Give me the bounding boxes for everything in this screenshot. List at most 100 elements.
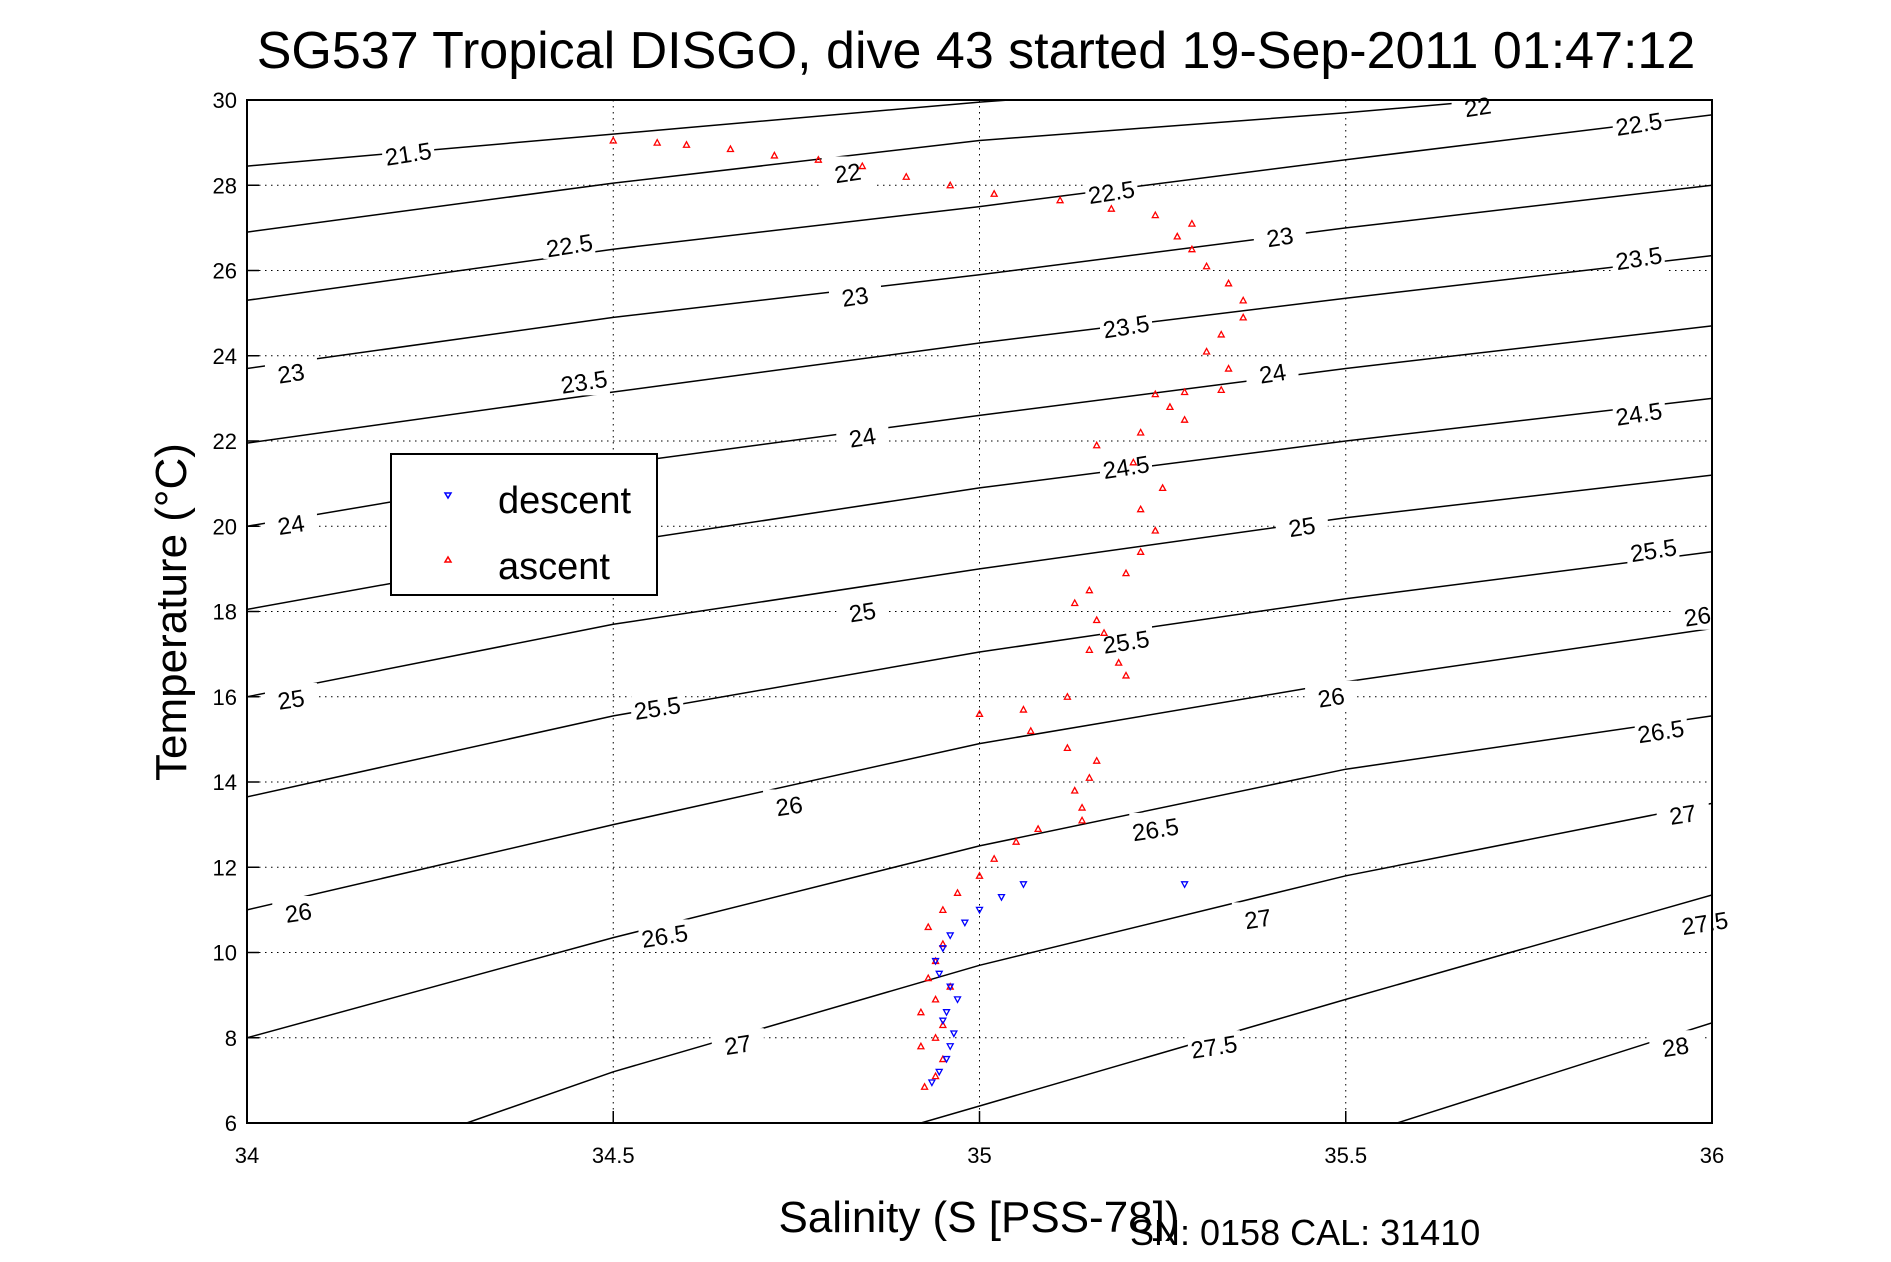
ascent-point: [1099, 628, 1109, 636]
contour-label: 24: [847, 423, 878, 454]
descent-point: [946, 1043, 955, 1051]
legend-box: [390, 453, 658, 596]
ascent-point: [1180, 415, 1189, 423]
ascent-point: [990, 854, 999, 862]
ascent-point: [1012, 837, 1021, 845]
ascent-point: [858, 161, 867, 170]
ascent-point: [1224, 278, 1233, 287]
contour-label: 28: [1660, 1032, 1691, 1063]
y-tick-label: 6: [225, 1111, 237, 1136]
y-tick-label: 14: [213, 770, 237, 795]
contour-label-bg: [828, 280, 881, 311]
contour-label-bg: [821, 156, 874, 187]
ascent-point: [931, 1033, 940, 1041]
contour-label-bg: [836, 420, 889, 451]
y-tick-label: 24: [213, 344, 237, 369]
ascent-point: [1224, 364, 1233, 372]
legend-ascent-label: ascent: [498, 546, 610, 588]
contour-label-bg: [272, 896, 325, 927]
grid-lines: [247, 99, 1713, 1123]
y-tick-label: 30: [213, 88, 237, 113]
ascent-point: [916, 1007, 925, 1016]
y-tick-label: 16: [213, 685, 237, 710]
ascent-point: [1085, 585, 1094, 594]
contour-label: 26: [1682, 602, 1713, 633]
contour-label-bg: [1275, 510, 1328, 541]
ascent-point: [1129, 457, 1138, 466]
ascent-point: [1063, 692, 1072, 700]
contour-label-bg: [1656, 797, 1709, 828]
contour-label: 24: [276, 510, 307, 541]
ascent-point: [990, 189, 999, 197]
x-axis-label: Salinity (S [PSS-78]): [778, 1193, 1179, 1242]
ascent-point: [1070, 598, 1079, 607]
ascent-point: [1180, 387, 1189, 396]
ascent-point: [1034, 824, 1043, 833]
ascent-point: [953, 888, 962, 896]
ascent-point: [1092, 615, 1101, 624]
data-points: [609, 136, 1248, 1090]
ascent-point: [924, 973, 933, 982]
ascent-point: [916, 1041, 925, 1050]
contour-label-bg: [1253, 220, 1306, 251]
ascent-point: [1092, 756, 1101, 764]
ascent-point: [1202, 261, 1211, 270]
x-tick-label: 35.5: [1324, 1143, 1367, 1168]
contour-label: 23: [276, 359, 307, 390]
ascent-point: [1114, 658, 1123, 666]
ascent-point: [938, 939, 947, 948]
ascent-point: [938, 1020, 947, 1029]
descent-point: [960, 919, 969, 928]
descent-point: [1019, 881, 1028, 889]
legend-ascent-marker: [443, 555, 453, 563]
contour-label: 25: [276, 685, 307, 716]
descent-point: [935, 970, 944, 979]
descent-point: [1180, 881, 1189, 889]
contour-line-27-5: [920, 894, 1712, 1123]
contour-label-bg: [1612, 397, 1665, 428]
contour-label-bg: [264, 508, 317, 539]
contour-label: 26: [774, 792, 805, 823]
contour-label-bg: [763, 789, 816, 820]
ascent-point: [1136, 547, 1145, 555]
contour-label: 23: [1265, 222, 1296, 253]
contour-label: 27: [1243, 904, 1274, 935]
contour-line-27: [466, 802, 1712, 1123]
contour-label-bg: [1187, 1030, 1240, 1061]
descent-point: [953, 996, 962, 1004]
contour-label-bg: [1100, 309, 1152, 340]
y-tick-label: 22: [213, 429, 237, 454]
ascent-point: [902, 172, 911, 180]
x-tick-label: 34: [235, 1143, 259, 1168]
contour-label: 23: [840, 282, 871, 313]
ascent-point: [682, 140, 691, 148]
ascent-point: [1239, 313, 1248, 321]
ascent-point: [1151, 389, 1160, 398]
ascent-point: [1077, 803, 1087, 811]
contour-label-bg: [1627, 533, 1680, 564]
contour-label-bg: [264, 682, 317, 713]
contour-label: 25: [847, 598, 878, 629]
contour-line-25: [247, 474, 1712, 698]
axis-ticks: 34 34.5 35 35.5 36 6 8 10 12 14 16 18 20 22 24 26 28 30: [213, 88, 1725, 1168]
legend-descent-label: descent: [498, 480, 632, 522]
y-tick-label: 20: [213, 514, 237, 539]
serial-calibration-note: SN: 0158 CAL: 31410: [1130, 1212, 1480, 1253]
y-tick-label: 28: [213, 173, 237, 198]
contour-label-bg: [1305, 680, 1358, 711]
ascent-point: [1121, 671, 1131, 679]
contour-line-26-5: [247, 715, 1712, 1039]
ascent-point: [1239, 295, 1248, 304]
descent-point: [997, 893, 1006, 902]
contour-label-bg: [1085, 175, 1138, 206]
contour-label-bg: [1100, 450, 1152, 481]
ascent-point: [1217, 385, 1226, 393]
contour-label-bg: [1246, 356, 1299, 387]
contour-label-bg: [1634, 714, 1687, 745]
contour-label: 26: [283, 898, 314, 929]
ascent-point: [1151, 210, 1160, 219]
legend: descent ascent: [390, 453, 658, 596]
ascent-point: [1151, 526, 1160, 534]
ascent-point: [931, 1071, 940, 1080]
